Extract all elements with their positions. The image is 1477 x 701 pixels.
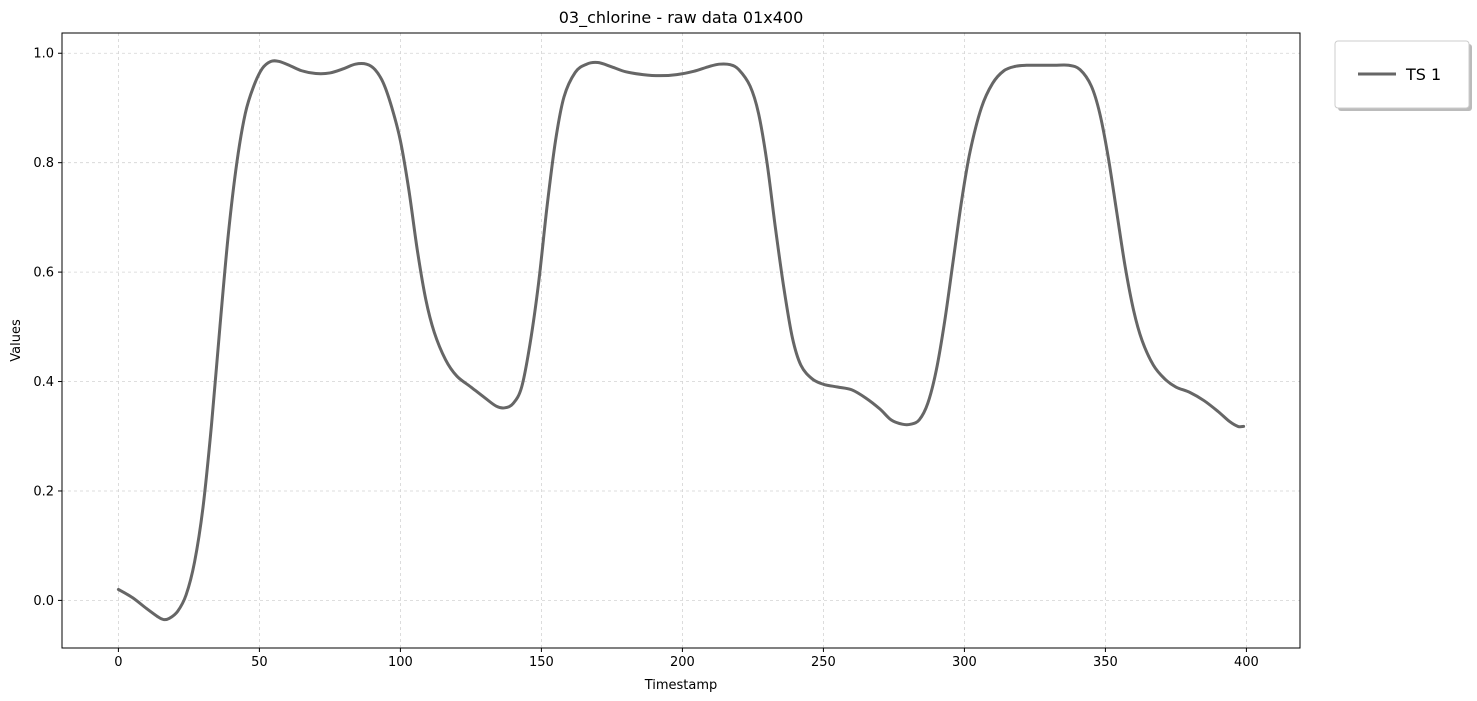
- series-layer: [116, 59, 1246, 622]
- x-tick-label: 150: [529, 655, 554, 670]
- y-tick-label: 0.2: [33, 484, 54, 499]
- y-tick-label: 1.0: [33, 47, 54, 62]
- y-tick-label: 0.8: [33, 156, 54, 171]
- x-tick-label: 350: [1093, 655, 1118, 670]
- x-tick-label: 250: [811, 655, 836, 670]
- y-tick-label: 0.4: [33, 375, 54, 390]
- x-tick-label: 400: [1234, 655, 1259, 670]
- x-tick-label: 100: [388, 655, 413, 670]
- y-axis: 0.0 0.2 0.4 0.6 0.8 1.0: [33, 47, 62, 609]
- grid: [62, 33, 1300, 648]
- plot-frame: [61, 32, 1301, 649]
- legend: TS 1: [1334, 40, 1472, 111]
- y-tick-label: 0.0: [33, 594, 54, 609]
- y-tick-label: 0.6: [33, 266, 54, 281]
- series-line-ts-1: [116, 59, 1246, 622]
- x-axis: 0 50 100 150 200 250 300 350 400: [114, 648, 1259, 670]
- legend-entry-label: TS 1: [1405, 65, 1441, 84]
- y-axis-label: Values: [9, 319, 24, 362]
- x-tick-label: 300: [952, 655, 977, 670]
- x-tick-label: 200: [670, 655, 695, 670]
- x-axis-label: Timestamp: [644, 678, 718, 693]
- chart-title: 03_chlorine - raw data 01x400: [559, 8, 804, 28]
- legend-box: [1334, 40, 1470, 109]
- x-tick-label: 50: [251, 655, 268, 670]
- x-tick-label: 0: [114, 655, 122, 670]
